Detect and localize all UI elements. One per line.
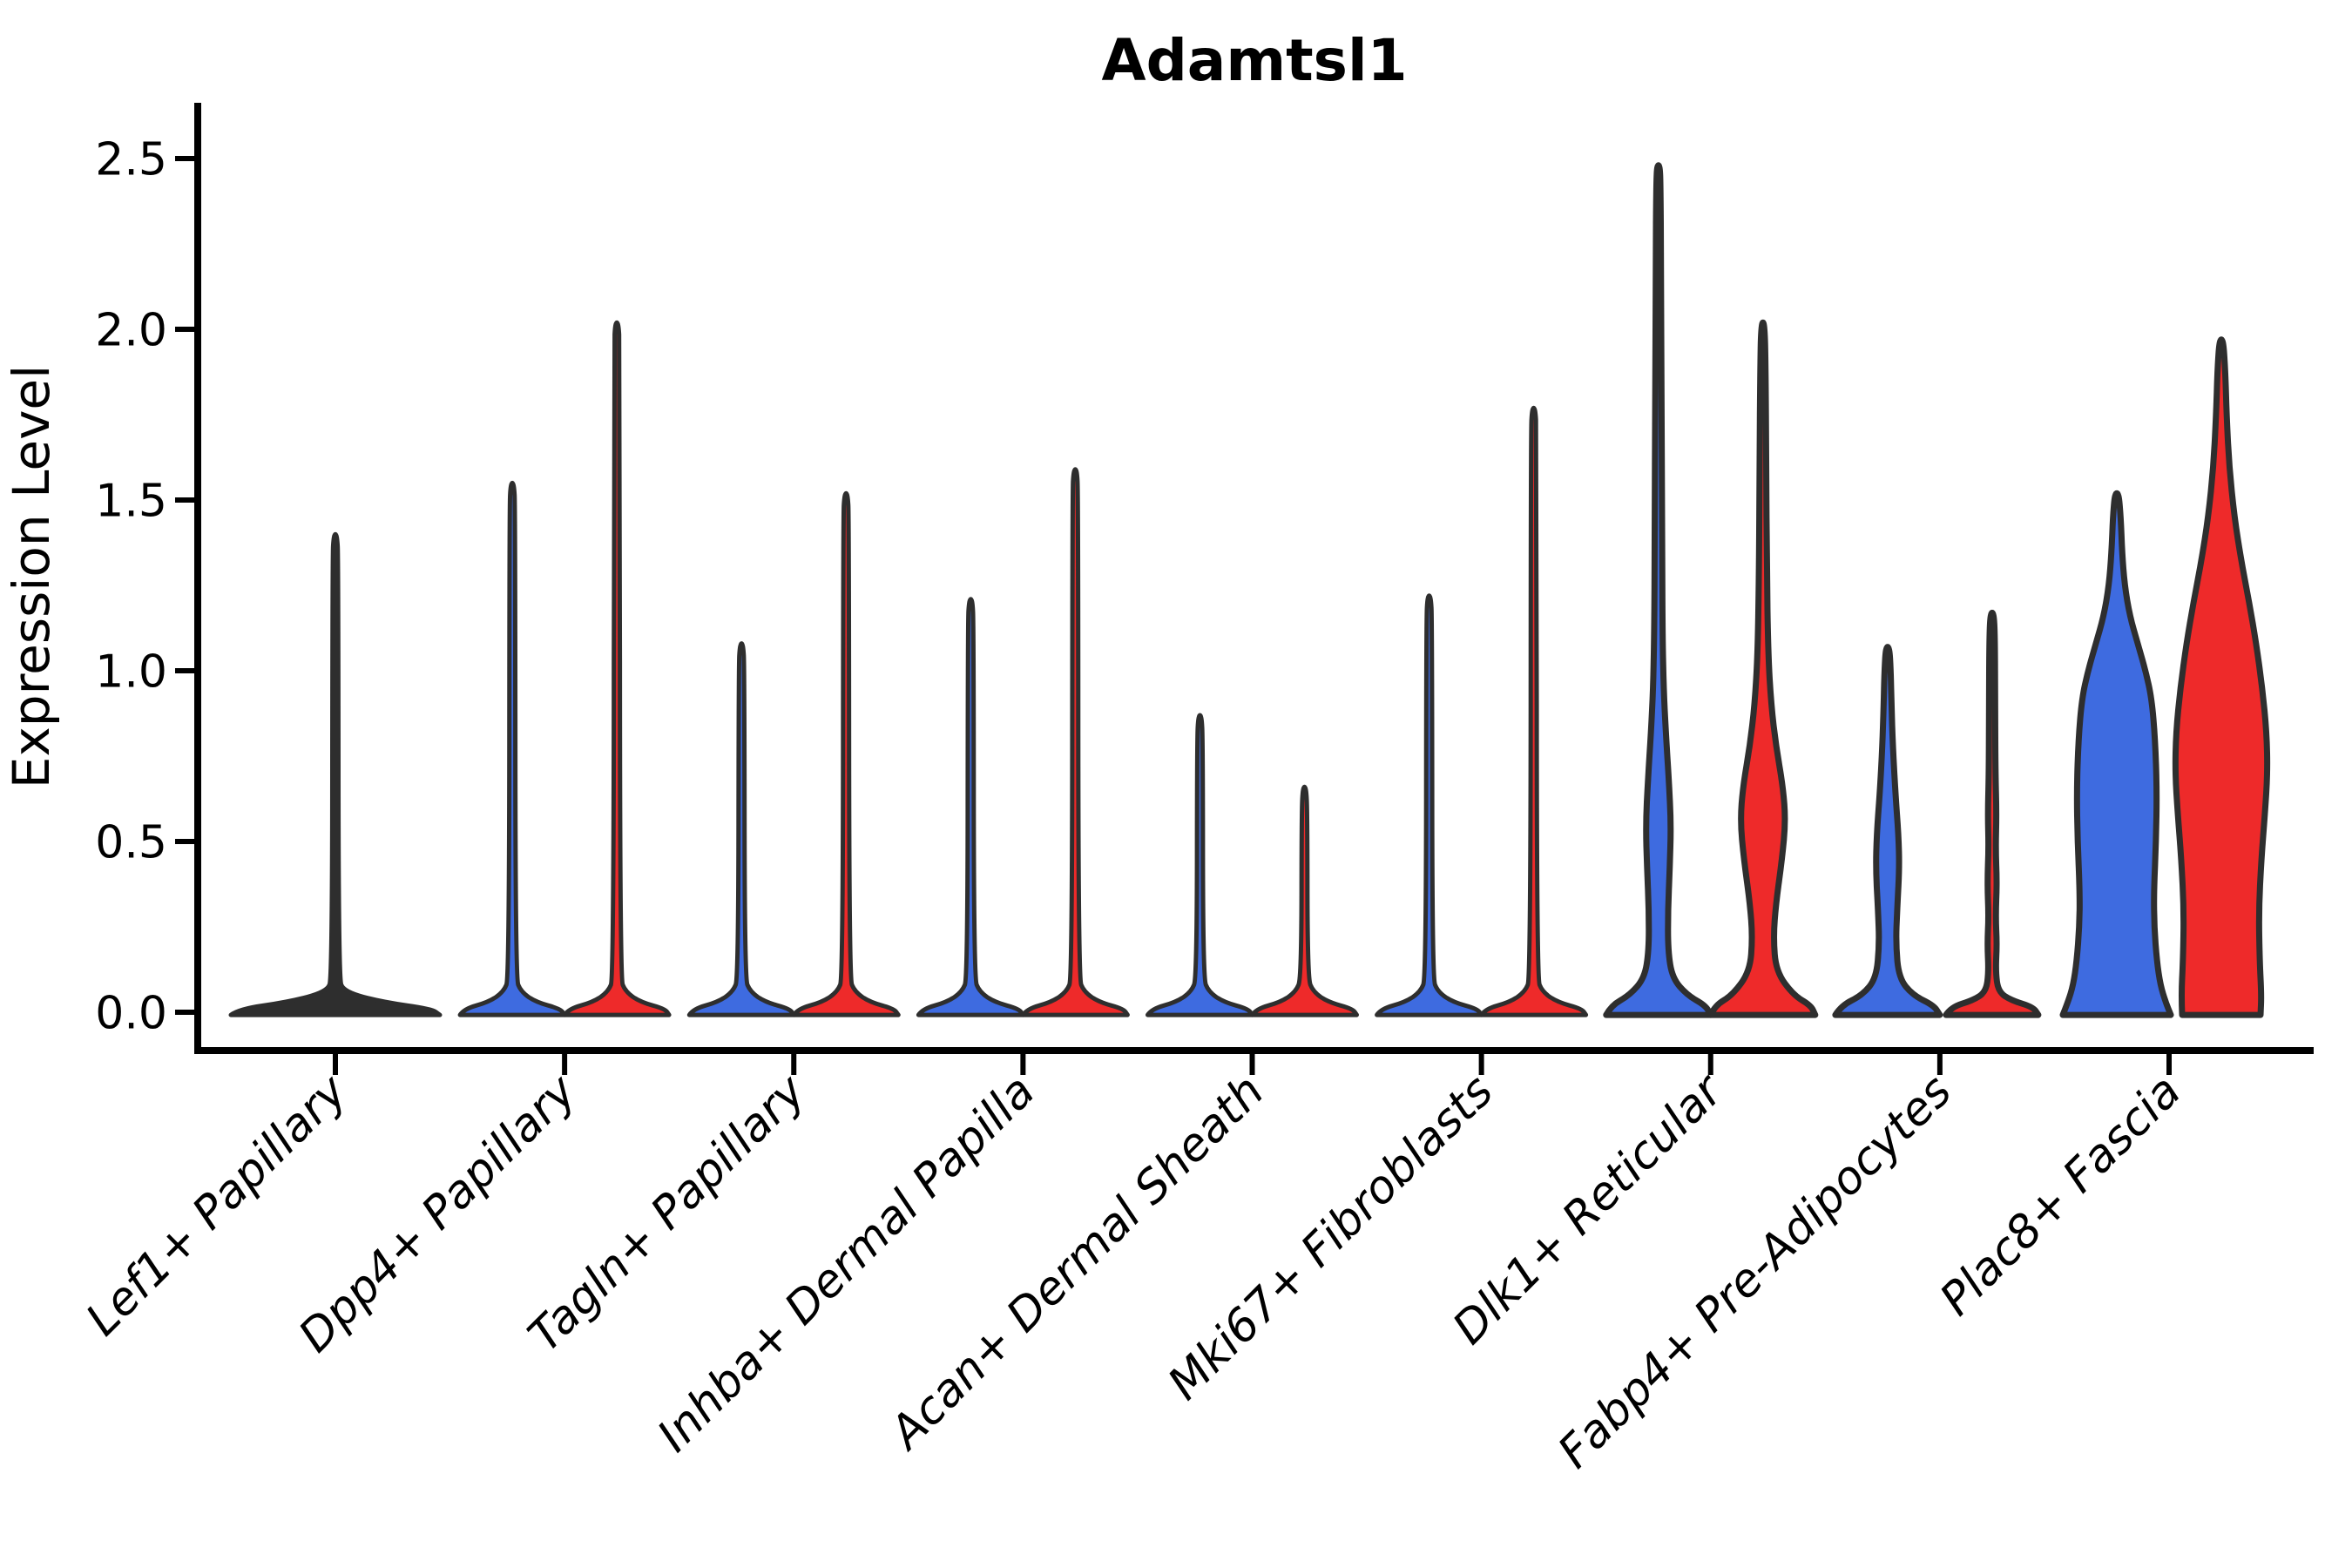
y-tick-label: 0.5 [95,817,167,869]
chart-title: Adamtsl1 [1101,27,1407,94]
y-tick-label: 1.5 [95,476,167,528]
violin-dpp4-papillary-left [457,480,567,1017]
y-ticks-group: 0.0 0.5 1.0 1.5 2.0 2.5 [95,134,198,1040]
violin-plac8-fascia-left [2059,490,2174,1018]
y-tick-label: 1.0 [95,646,167,699]
violin-lef1-papillary-center [228,531,443,1017]
violin-acan-dermal-sheath-right [1250,784,1359,1017]
violin-acan-dermal-sheath-left [1146,713,1254,1017]
y-tick-label: 2.5 [95,134,167,186]
violin-mki67-fibroblasts-left [1375,593,1484,1017]
violin-fabp4-pre-adipocytes-right [1943,609,2042,1018]
violin-inhba-dermal-papilla-left [916,597,1025,1017]
violin-dlk1-reticular-left [1603,162,1714,1018]
y-tick-label: 2.0 [95,305,167,357]
violin-fabp4-pre-adipocytes-left [1832,644,1943,1018]
violin-tagln-papillary-right [791,490,901,1017]
violin-tagln-papillary-left [686,641,796,1017]
violin-mki67-fibroblasts-right [1479,405,1589,1017]
violins-group [228,162,2271,1018]
y-axis-label: Expression Level [2,365,61,788]
violin-dpp4-papillary-right [562,320,672,1017]
y-tick-label: 0.0 [95,988,167,1040]
violin-plac8-fascia-right [2172,336,2271,1018]
violin-inhba-dermal-papilla-right [1020,467,1130,1017]
violin-dlk1-reticular-right [1707,319,1819,1018]
